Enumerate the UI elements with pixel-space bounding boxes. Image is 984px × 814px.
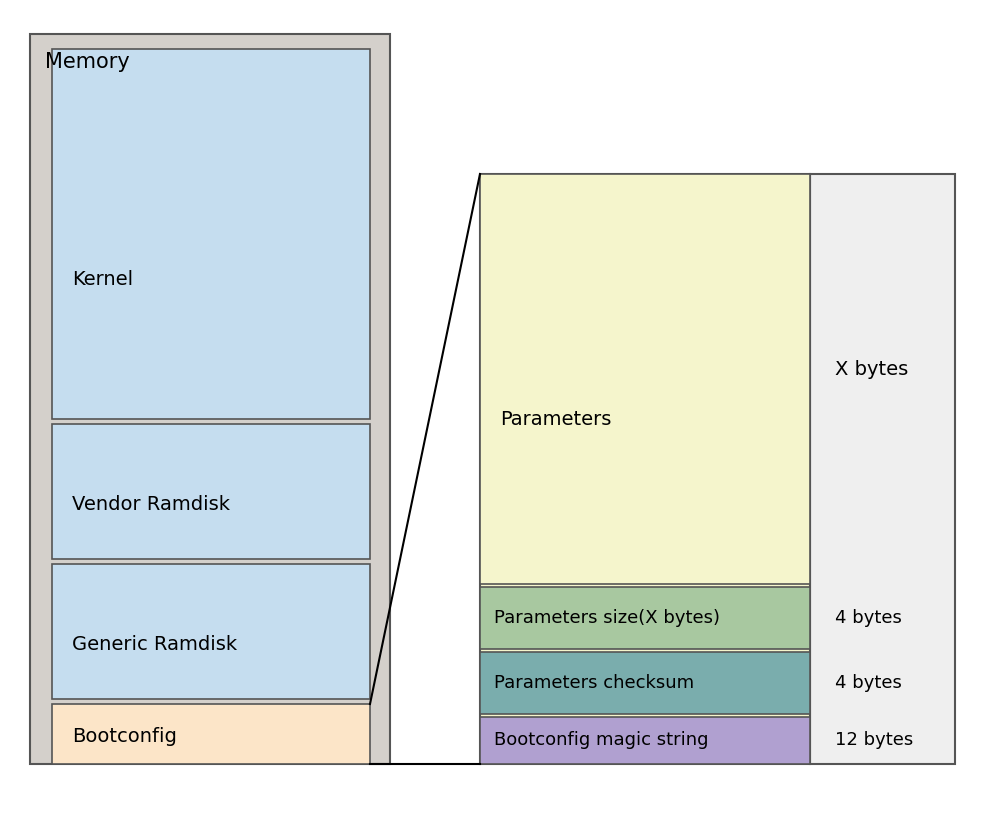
Text: 4 bytes: 4 bytes bbox=[835, 609, 902, 627]
Text: Bootconfig magic string: Bootconfig magic string bbox=[494, 731, 708, 749]
Text: X bytes: X bytes bbox=[835, 360, 908, 379]
Text: Generic Ramdisk: Generic Ramdisk bbox=[72, 635, 237, 654]
Bar bbox=[52, 49, 370, 419]
Bar bbox=[480, 652, 810, 714]
Bar bbox=[52, 704, 370, 764]
Bar bbox=[52, 564, 370, 699]
Bar bbox=[30, 34, 390, 764]
Text: Bootconfig: Bootconfig bbox=[72, 727, 177, 746]
Text: 4 bytes: 4 bytes bbox=[835, 674, 902, 692]
Text: Parameters: Parameters bbox=[500, 410, 611, 429]
Bar bbox=[480, 587, 810, 649]
Text: Memory: Memory bbox=[45, 52, 130, 72]
Text: Vendor Ramdisk: Vendor Ramdisk bbox=[72, 495, 230, 514]
Bar bbox=[480, 174, 810, 584]
Bar bbox=[810, 174, 955, 764]
Bar bbox=[52, 424, 370, 559]
Text: Parameters size(X bytes): Parameters size(X bytes) bbox=[494, 609, 720, 627]
Bar bbox=[480, 174, 810, 764]
Text: 12 bytes: 12 bytes bbox=[835, 731, 913, 749]
Text: Parameters checksum: Parameters checksum bbox=[494, 674, 694, 692]
Text: Kernel: Kernel bbox=[72, 270, 133, 289]
Bar bbox=[480, 717, 810, 764]
